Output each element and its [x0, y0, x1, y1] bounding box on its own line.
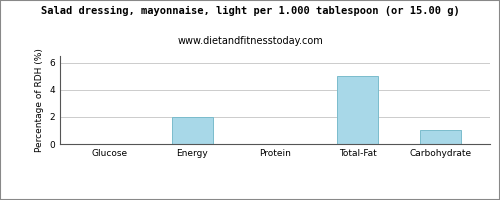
Text: www.dietandfitnesstoday.com: www.dietandfitnesstoday.com	[177, 36, 323, 46]
Y-axis label: Percentage of RDH (%): Percentage of RDH (%)	[35, 48, 44, 152]
Bar	[420, 130, 461, 144]
Bar	[337, 76, 378, 144]
Bar	[172, 117, 213, 144]
Text: Salad dressing, mayonnaise, light per 1.000 tablespoon (or 15.00 g): Salad dressing, mayonnaise, light per 1.…	[40, 6, 460, 16]
